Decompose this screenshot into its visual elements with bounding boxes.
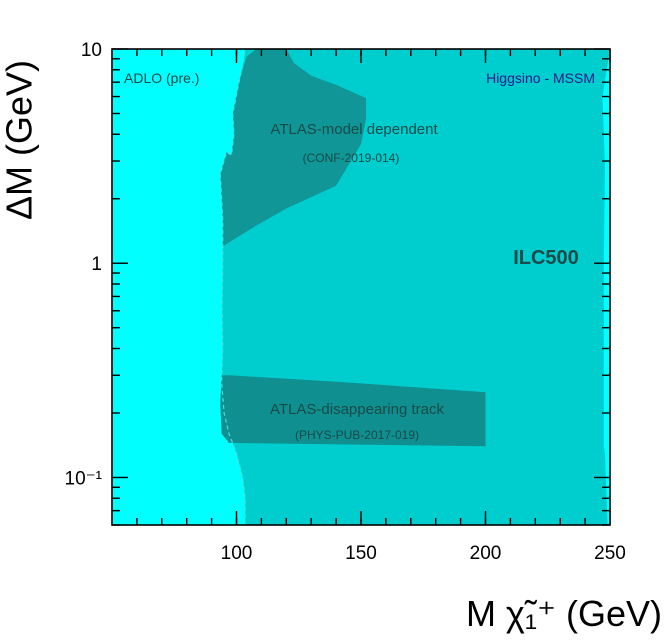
atlas-model-ref: (CONF-2019-014) bbox=[303, 151, 400, 165]
x-tick-label: 200 bbox=[470, 543, 502, 564]
atlas-track-label: ATLAS-disappearing track bbox=[270, 401, 444, 418]
ilc500-label: ILC500 bbox=[513, 247, 579, 269]
adlo-boundary-line bbox=[219, 49, 246, 525]
atlas-track-ref: (PHYS-PUB-2017-019) bbox=[295, 428, 419, 442]
annotations: ADLO (pre.) Higgsino - MSSM ILC500 ATLAS… bbox=[124, 70, 595, 442]
axis-ticks: 100 150 200 250 10 1 10⁻¹ bbox=[65, 40, 626, 564]
x-tick-label: 100 bbox=[221, 543, 253, 564]
y-tick-label: 10⁻¹ bbox=[65, 468, 103, 489]
region-atlas_track bbox=[220, 375, 486, 447]
exclusion-regions bbox=[112, 49, 610, 525]
region-atlas_model bbox=[220, 49, 366, 247]
x-tick-label: 150 bbox=[345, 543, 377, 564]
x-axis-title: M χ̃₁⁺ (GeV) bbox=[466, 593, 662, 634]
x-tick-label: 250 bbox=[594, 543, 626, 564]
y-axis-title: ΔM (GeV) bbox=[0, 60, 40, 220]
atlas-model-label: ATLAS-model dependent bbox=[270, 121, 438, 138]
y-tick-label: 10 bbox=[81, 40, 102, 61]
y-tick-label: 1 bbox=[91, 254, 102, 275]
model-title: Higgsino - MSSM bbox=[486, 70, 595, 86]
adlo-label: ADLO (pre.) bbox=[124, 70, 199, 86]
